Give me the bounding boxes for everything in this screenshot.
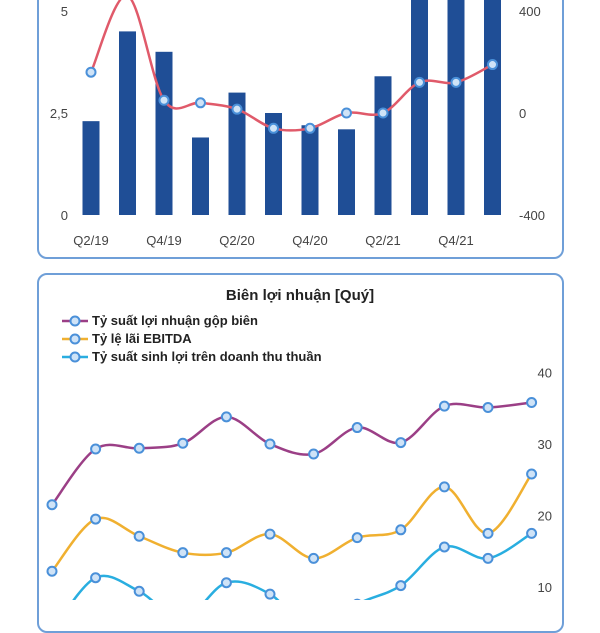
legend-label-gross-margin: Tỷ suất lợi nhuận gộp biên xyxy=(92,313,258,328)
legend-label-ebitda: Tỷ lệ lãi EBITDA xyxy=(92,331,192,346)
legend: Tỷ suất lợi nhuận gộp biên Tỷ lệ lãi EBI… xyxy=(62,313,322,364)
point-gross-margin-Q4/21 xyxy=(527,398,536,407)
point-gross-margin-Q3/20 xyxy=(309,450,318,459)
point-gross-margin-Q4/20 xyxy=(353,423,362,432)
point-ebitda-Q3/20 xyxy=(309,554,318,563)
series-line-gross-margin xyxy=(52,403,532,505)
point-gross-margin-Q1/19 xyxy=(48,500,57,509)
point-net-margin-Q3/19 xyxy=(135,587,144,596)
point-net-margin-Q3/21 xyxy=(484,554,493,563)
point-gross-margin-Q1/20 xyxy=(222,412,231,421)
point-ebitda-Q4/21 xyxy=(527,470,536,479)
legend-label-net-margin: Tỷ suất sinh lợi trên doanh thu thuần xyxy=(92,349,322,364)
point-gross-margin-Q2/21 xyxy=(440,402,449,411)
point-ebitda-Q2/20 xyxy=(266,530,275,539)
point-ebitda-Q3/19 xyxy=(135,532,144,541)
point-gross-margin-Q1/21 xyxy=(396,438,405,447)
y-tick: 10 xyxy=(538,580,552,595)
point-ebitda-Q4/20 xyxy=(353,533,362,542)
point-ebitda-Q1/19 xyxy=(48,567,57,576)
point-gross-margin-Q2/20 xyxy=(266,440,275,449)
point-net-margin-Q2/20 xyxy=(266,590,275,599)
point-ebitda-Q1/21 xyxy=(396,525,405,534)
legend-item-ebitda[interactable]: Tỷ lệ lãi EBITDA xyxy=(62,331,192,346)
point-net-margin-Q4/21 xyxy=(527,529,536,538)
point-net-margin-Q2/21 xyxy=(440,542,449,551)
y-tick: 20 xyxy=(538,509,552,524)
point-gross-margin-Q3/21 xyxy=(484,403,493,412)
point-gross-margin-Q4/19 xyxy=(178,439,187,448)
legend-item-net-margin[interactable]: Tỷ suất sinh lợi trên doanh thu thuần xyxy=(62,349,322,364)
point-gross-margin-Q3/19 xyxy=(135,444,144,453)
point-ebitda-Q4/19 xyxy=(178,548,187,557)
point-ebitda-Q2/19 xyxy=(91,515,100,524)
point-net-margin-Q1/21 xyxy=(396,581,405,590)
point-ebitda-Q1/20 xyxy=(222,548,231,557)
legend-item-gross-margin[interactable]: Tỷ suất lợi nhuận gộp biên xyxy=(62,313,258,328)
chart-title: Biên lợi nhuận [Quý] xyxy=(226,287,374,304)
series-line-ebitda xyxy=(52,474,532,571)
profit-margin-chart: Biên lợi nhuận [Quý] Tỷ suất lợi nhuận g… xyxy=(0,0,600,600)
point-ebitda-Q3/21 xyxy=(484,529,493,538)
y-tick: 30 xyxy=(538,437,552,452)
point-gross-margin-Q2/19 xyxy=(91,445,100,454)
y-tick: 40 xyxy=(538,366,552,381)
series-line-net-margin xyxy=(52,533,532,600)
point-net-margin-Q1/20 xyxy=(222,578,231,587)
point-ebitda-Q2/21 xyxy=(440,482,449,491)
point-net-margin-Q2/19 xyxy=(91,573,100,582)
